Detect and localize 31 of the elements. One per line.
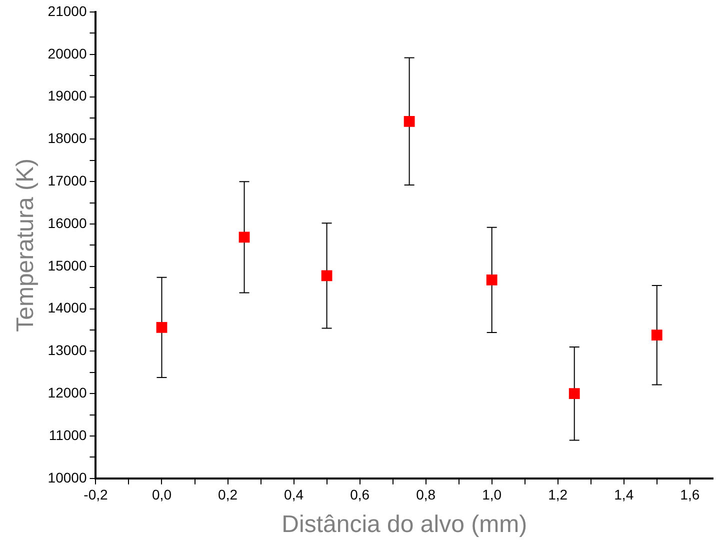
y-tick-label: 21000 — [48, 2, 87, 19]
point — [486, 274, 498, 286]
y-axis-title: Temperatura (K) — [12, 158, 40, 332]
y-tick-label: 13000 — [48, 342, 87, 358]
y-tick-label: 12000 — [48, 384, 87, 400]
y-tick-label: 18000 — [48, 130, 87, 146]
y-tick-label: 20000 — [48, 45, 87, 62]
x-tick-label: 1,4 — [614, 486, 634, 503]
point — [238, 232, 250, 243]
x-tick-label: 0,4 — [284, 486, 304, 503]
x-tick-label: 0,0 — [152, 486, 172, 503]
point — [568, 388, 580, 400]
x-tick-label: 0,2 — [218, 486, 238, 503]
x-tick-label: 0,6 — [350, 486, 370, 503]
x-axis-title: Distância do alvo (mm) — [282, 511, 528, 538]
y-tick-label: 15000 — [48, 257, 87, 274]
x-tick-label: 1,6 — [680, 486, 700, 503]
y-tick-label: 10000 — [48, 469, 87, 486]
y-tick-label: 14000 — [48, 300, 87, 316]
point — [156, 322, 168, 333]
y-tick-label: 11000 — [48, 426, 87, 443]
x-tick-label: 1,2 — [548, 486, 568, 503]
point — [321, 270, 332, 282]
point — [404, 116, 415, 127]
y-tick-label: 16000 — [48, 214, 87, 231]
x-tick-label: 0,8 — [416, 486, 436, 503]
x-tick-label: 1,0 — [482, 486, 502, 503]
y-tick-label: 17000 — [48, 172, 87, 188]
point — [651, 330, 662, 341]
y-tick-label: 19000 — [48, 88, 87, 104]
x-tick-label: -0,2 — [84, 486, 108, 503]
